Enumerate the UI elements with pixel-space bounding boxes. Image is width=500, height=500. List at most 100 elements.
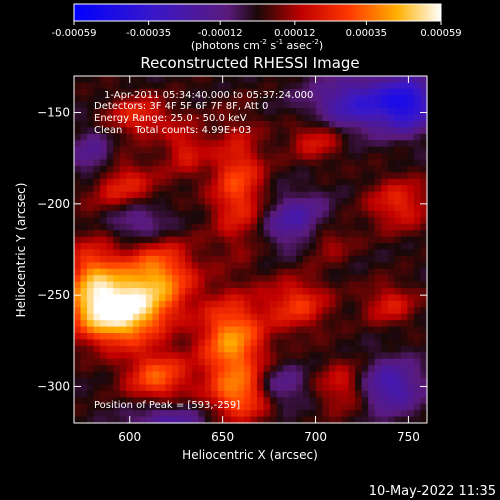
heatmap-cell <box>165 210 173 218</box>
heatmap-cell <box>113 262 121 270</box>
heatmap-cell <box>400 76 408 84</box>
heatmap-cell <box>335 146 343 154</box>
heatmap-cell <box>276 345 284 353</box>
heatmap-cell <box>185 307 193 315</box>
heatmap-cell <box>198 275 206 283</box>
heatmap-cell <box>132 95 140 103</box>
heatmap-cell <box>250 410 258 418</box>
heatmap-cell <box>394 416 402 424</box>
heatmap-cell <box>198 191 206 199</box>
heatmap-cell <box>420 365 428 373</box>
heatmap-cell <box>413 185 422 193</box>
heatmap-cell <box>106 210 114 218</box>
heatmap-cell <box>152 365 160 373</box>
heatmap-cell <box>387 159 395 167</box>
heatmap-cell <box>328 185 337 193</box>
heatmap-cell <box>191 345 199 353</box>
heatmap-cell <box>178 403 186 411</box>
heatmap-cell <box>87 95 95 103</box>
heatmap-cell <box>263 300 271 308</box>
heatmap-cell <box>145 178 154 186</box>
heatmap-cell <box>145 243 154 251</box>
heatmap-cell <box>198 127 206 135</box>
heatmap-cell <box>270 365 278 373</box>
heatmap-cell <box>211 76 219 84</box>
heatmap-cell <box>361 255 369 263</box>
heatmap-cell <box>87 165 95 173</box>
heatmap-cell <box>145 159 154 167</box>
heatmap-cell <box>342 243 350 251</box>
heatmap-cell <box>211 153 219 161</box>
heatmap-cell <box>250 133 258 141</box>
heatmap-cell <box>191 217 199 225</box>
heatmap-cell <box>394 178 402 186</box>
heatmap-cell <box>191 249 199 257</box>
heatmap-cell <box>224 313 232 321</box>
heatmap-cell <box>87 416 95 424</box>
heatmap-cell <box>413 268 422 276</box>
heatmap-cell <box>243 223 252 231</box>
heatmap-cell <box>126 153 134 161</box>
heatmap-cell <box>309 262 317 270</box>
heatmap-cell <box>296 198 304 206</box>
heatmap-cell <box>296 236 304 244</box>
heatmap-cell <box>381 255 389 263</box>
heatmap-cell <box>420 165 428 173</box>
annotation-total-counts: Clean Total counts: 4.99E+03 <box>94 125 251 136</box>
heatmap-cell <box>80 178 88 186</box>
heatmap-cell <box>132 165 140 173</box>
heatmap-cell <box>237 120 245 129</box>
heatmap-cell <box>289 210 297 218</box>
heatmap-cell <box>355 133 363 141</box>
heatmap-cell <box>257 140 265 148</box>
heatmap-cell <box>276 191 284 199</box>
heatmap-cell <box>283 288 291 296</box>
heatmap-cell <box>185 146 193 154</box>
heatmap-cell <box>126 172 134 180</box>
heatmap-cell <box>400 108 408 116</box>
heatmap-cell <box>204 288 212 296</box>
heatmap-cell <box>296 268 304 276</box>
heatmap-cell <box>158 300 167 308</box>
heatmap-cell <box>100 236 108 244</box>
heatmap-cell <box>289 133 297 141</box>
heatmap-cell <box>191 236 199 244</box>
heatmap-cell <box>361 410 369 418</box>
heatmap-cell <box>106 243 114 251</box>
heatmap-cell <box>381 108 389 116</box>
heatmap-cell <box>322 378 330 386</box>
heatmap-cell <box>243 198 252 206</box>
heatmap-cell <box>198 384 206 392</box>
heatmap-cell <box>139 262 147 270</box>
heatmap-cell <box>132 82 140 90</box>
heatmap-cell <box>387 378 395 386</box>
heatmap-cell <box>152 185 160 193</box>
heatmap-cell <box>87 230 95 238</box>
heatmap-cell <box>407 146 415 154</box>
heatmap-cell <box>165 313 173 321</box>
heatmap-cell <box>250 198 258 206</box>
heatmap-cell <box>381 165 389 173</box>
heatmap-cell <box>158 114 167 122</box>
heatmap-cell <box>420 410 428 418</box>
heatmap-cell <box>119 101 127 109</box>
heatmap-cell <box>126 178 134 186</box>
heatmap-cell <box>119 339 127 347</box>
heatmap-cell <box>198 88 206 96</box>
heatmap-cell <box>93 82 101 90</box>
heatmap-cell <box>230 172 239 180</box>
heatmap-cell <box>250 204 258 212</box>
heatmap-cell <box>185 127 193 135</box>
heatmap-cell <box>139 159 147 167</box>
heatmap-cell <box>74 403 82 411</box>
heatmap-cell <box>87 371 95 379</box>
heatmap-cell <box>230 159 239 167</box>
heatmap-cell <box>80 191 88 199</box>
heatmap-cell <box>158 153 167 161</box>
heatmap-cell <box>217 82 225 90</box>
heatmap-cell <box>106 281 114 289</box>
heatmap-cell <box>342 416 350 424</box>
heatmap-cell <box>257 249 265 257</box>
heatmap-cell <box>322 127 330 135</box>
heatmap-cell <box>139 120 147 129</box>
